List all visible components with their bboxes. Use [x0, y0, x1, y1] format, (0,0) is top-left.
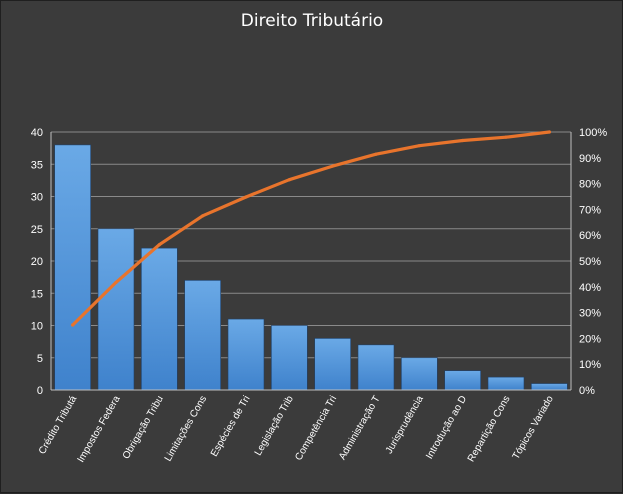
- left-y-axis: 0 5 10 15 20 25 30 35 40: [31, 127, 52, 397]
- bar: [54, 144, 91, 391]
- bar: [271, 325, 308, 391]
- left-tick-label: 30: [31, 192, 43, 204]
- category-label: Competência Tri: [293, 394, 339, 463]
- line-point: [504, 135, 508, 139]
- line-point: [331, 164, 335, 168]
- left-tick-label: 0: [37, 385, 43, 397]
- right-tick-label: 100%: [579, 127, 607, 139]
- right-tick-label: 0%: [579, 385, 595, 397]
- line-point: [374, 152, 378, 156]
- left-tick-label: 40: [31, 127, 43, 139]
- line-point: [244, 195, 248, 199]
- line-point: [547, 130, 551, 134]
- line-point: [201, 214, 205, 218]
- category-label: Obrigação Tribu: [121, 394, 166, 461]
- left-tick-label: 5: [37, 353, 43, 365]
- line-point: [157, 243, 161, 247]
- bar: [357, 344, 395, 391]
- line-point: [114, 280, 118, 285]
- category-label: Repartição Cons: [466, 394, 513, 464]
- line-point: [71, 323, 75, 327]
- bar: [444, 370, 481, 391]
- category-label: Introdução ao D: [424, 394, 469, 461]
- category-label: Legislação Trib: [253, 394, 296, 458]
- bar: [487, 376, 525, 391]
- left-tick-label: 35: [31, 159, 43, 171]
- bar: [531, 383, 568, 391]
- right-tick-label: 60%: [579, 230, 601, 242]
- left-tick-label: 20: [31, 256, 43, 268]
- cumulative-line: [71, 130, 551, 327]
- right-tick-label: 70%: [579, 204, 601, 216]
- category-label: Jurisprudência: [384, 394, 426, 456]
- gridlines: [51, 131, 571, 391]
- left-tick-label: 15: [31, 288, 43, 300]
- left-tick-label: 25: [31, 224, 43, 236]
- bar: [314, 338, 351, 391]
- category-label: Administração T: [337, 394, 383, 462]
- line-point: [287, 178, 291, 182]
- bar: [227, 318, 265, 391]
- right-y-axis: 0% 10% 20% 30% 40% 50% 60% 70% 80% 90% 100%: [570, 127, 607, 397]
- right-tick-label: 50%: [579, 256, 601, 268]
- bar: [97, 228, 135, 391]
- right-tick-label: 10%: [579, 359, 601, 371]
- category-label: Limitações Cons: [163, 394, 209, 464]
- left-tick-label: 10: [31, 321, 43, 333]
- category-label: Crédito Tributá: [37, 394, 80, 457]
- line-point: [417, 144, 421, 148]
- bar: [401, 357, 438, 391]
- cumulative-line-series: [71, 130, 551, 327]
- category-label: Impostos Federa: [76, 394, 123, 465]
- bar: [141, 247, 178, 391]
- bar: [184, 280, 221, 391]
- right-tick-label: 40%: [579, 282, 601, 294]
- line-point: [461, 138, 465, 143]
- category-label: Tópicos Variado: [511, 394, 557, 462]
- right-tick-label: 30%: [579, 308, 601, 320]
- right-tick-label: 90%: [579, 153, 601, 165]
- category-label: Espécies de Tri: [209, 394, 253, 459]
- right-tick-label: 80%: [579, 179, 601, 191]
- bar-series: [54, 144, 568, 391]
- right-tick-label: 20%: [579, 333, 601, 345]
- chart-title: Direito Tributário: [241, 11, 383, 31]
